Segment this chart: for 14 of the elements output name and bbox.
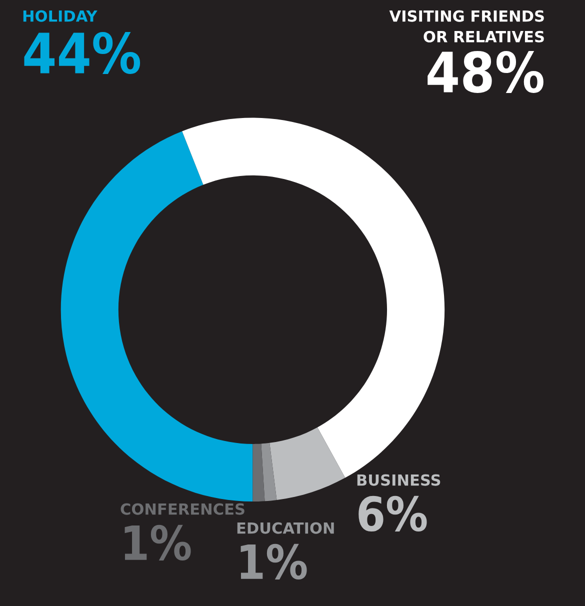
donut-slice — [261, 442, 277, 502]
data-label: 6% — [358, 496, 427, 532]
data-label: 1% — [240, 544, 307, 580]
slice-label: BUSINESS — [357, 474, 440, 486]
data-label: 44% — [24, 32, 140, 74]
data-label: 48% — [428, 50, 544, 94]
slice-label: HOLIDAY — [23, 10, 98, 22]
data-label: 1% — [124, 524, 191, 561]
donut-slice — [270, 427, 346, 500]
donut-slice — [252, 444, 265, 502]
slice-label: EDUCATION — [237, 522, 334, 534]
slice-label: VISITING FRIENDS OR RELATIVES — [389, 10, 544, 42]
slice-label: CONFERENCES — [120, 503, 244, 515]
donut-slice — [60, 131, 253, 502]
